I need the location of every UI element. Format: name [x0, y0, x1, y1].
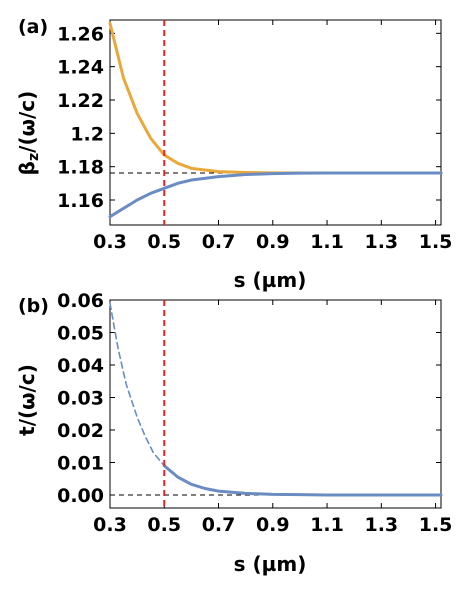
panel-a-y-axis-label: βz/(ω/c) — [15, 91, 42, 176]
panel-a-y-axis-label-sub: z — [26, 153, 42, 161]
panel-a-y-tick-label: 1.2 — [70, 123, 104, 145]
panel-a: (a) 0.3 0.5 0.7 0.9 1.1 1.3 1.5 1.16 1.18 1.2 1.22… — [15, 16, 452, 292]
panel-b-x-tick-label: 1.3 — [364, 514, 398, 536]
panel-a-label: (a) — [18, 16, 48, 38]
panel-a-y-tick-label: 1.24 — [57, 57, 104, 79]
panel-b-x-tick-label: 0.7 — [202, 514, 236, 536]
panel-b-y-tick-label: 0.06 — [57, 290, 104, 312]
panel-b-x-tick-label: 0.3 — [93, 514, 127, 536]
panel-a-y-axis-label-main: β — [15, 161, 39, 175]
panel-a-x-tick-label: 0.3 — [93, 231, 127, 253]
panel-b-y-tick-label: 0.00 — [57, 485, 104, 507]
panel-b-label: (b) — [18, 295, 49, 317]
panel-a-x-tick-label: 1.5 — [419, 231, 453, 253]
panel-a-x-tick-label: 1.1 — [310, 231, 344, 253]
panel-b-series-1-line — [162, 464, 443, 497]
panel-b-y-tick-label: 0.03 — [57, 388, 104, 410]
panel-b-x-tick-label: 0.9 — [256, 514, 290, 536]
panel-b-y-tick-label: 0.02 — [57, 420, 104, 442]
panel-b-frame — [109, 299, 442, 509]
panel-a-y-tick-label: 1.22 — [57, 90, 104, 112]
panel-b-y-tick-label: 0.04 — [57, 355, 104, 377]
panel-a-y-axis-label-tail: /(ω/c) — [15, 91, 39, 153]
panel-a-y-tick-label: 1.26 — [57, 23, 104, 45]
panel-b-y-axis-label: t/(ω/c) — [15, 364, 39, 436]
panel-a-y-tick-label: 1.16 — [57, 190, 104, 212]
panel-a-frame — [109, 19, 442, 226]
panel-a-x-tick-label: 1.3 — [364, 231, 398, 253]
panel-b-plot-area: 0.3 0.5 0.7 0.9 1.1 1.3 1.5 0.00 0.01 0.02 0.03 0.0… — [57, 290, 452, 536]
panel-a-y-tick-label: 1.18 — [57, 157, 104, 179]
panel-b-x-tick-label: 1.5 — [419, 514, 453, 536]
panel-b-x-axis-label: s (µm) — [234, 552, 307, 576]
panel-b-y-tick-label: 0.01 — [57, 453, 104, 475]
panel-a-series-0-line — [108, 21, 443, 175]
panel-a-x-axis-label: s (µm) — [234, 268, 307, 292]
panel-b-series-0-line — [109, 302, 166, 467]
panel-a-x-tick-label: 0.7 — [202, 231, 236, 253]
panel-b-x-tick-label: 1.1 — [310, 514, 344, 536]
panel-a-plot-area: 0.3 0.5 0.7 0.9 1.1 1.3 1.5 1.16 1.18 1.2 1.22 1.24… — [57, 19, 453, 253]
panel-b: (b) 0.3 0.5 0.7 0.9 1.1 1.3 1.5 0.00 0.01 0.02 0.0… — [15, 290, 452, 576]
panel-a-x-tick-label: 0.9 — [256, 231, 290, 253]
panel-b-x-tick-label: 0.5 — [147, 514, 181, 536]
panel-a-x-tick-label: 0.5 — [147, 231, 181, 253]
panel-a-series-1-line — [108, 171, 443, 219]
panel-b-y-tick-label: 0.05 — [57, 323, 104, 345]
